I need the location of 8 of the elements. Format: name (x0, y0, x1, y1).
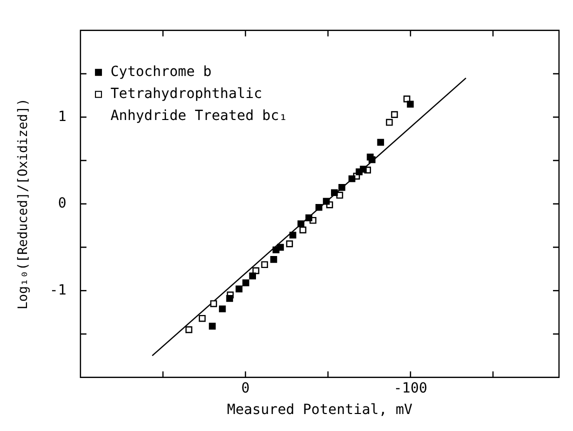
legend-label: Cytochrome b (110, 64, 212, 80)
y-tick-label: -1 (50, 282, 66, 298)
y-tick-label: 0 (58, 196, 66, 212)
y-tick-label: 1 (58, 108, 66, 125)
x-axis-title: Measured Potential, mV (227, 402, 414, 418)
legend-label: Tetrahydrophthalic Anhydride Treated bc₁ (110, 86, 288, 124)
y-axis-title: Log₁₀([Reduced]/[Oxidized]) (16, 98, 32, 310)
x-tick-label: -100 (394, 380, 428, 396)
